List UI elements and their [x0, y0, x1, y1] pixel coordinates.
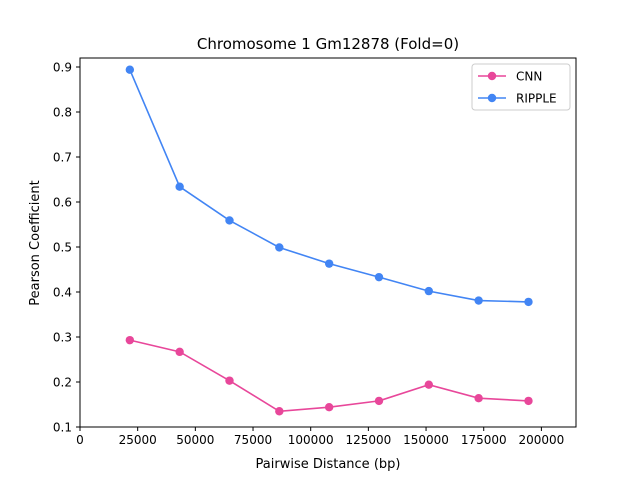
cnn-data-point — [125, 335, 135, 345]
axes-frame — [79, 57, 577, 428]
cnn-data-point — [474, 394, 483, 403]
x-tick-label: 125000 — [345, 433, 391, 447]
ripple-data-point — [125, 65, 135, 74]
y-tick-label: 0.2 — [53, 376, 72, 390]
y-tick-label: 0.6 — [53, 196, 72, 210]
cnn-data-point — [324, 403, 334, 412]
cnn-data-point — [524, 396, 533, 406]
y-axis-label: Pearson Coefficient — [28, 180, 43, 305]
x-tick-label: 200000 — [518, 433, 564, 447]
ripple-data-point — [225, 216, 234, 225]
y-tick-label: 0.4 — [53, 286, 72, 300]
x-tick-label: 100000 — [288, 433, 334, 447]
y-tick-label: 0.3 — [53, 331, 72, 345]
ripple-data-point — [524, 297, 533, 307]
cnn-legend-label: CNN — [516, 70, 542, 84]
y-tick-label: 0.5 — [53, 241, 72, 255]
cnn-legend-marker — [487, 71, 497, 81]
x-tick-label: 75000 — [234, 433, 272, 447]
x-tick-label: 25000 — [119, 433, 157, 447]
ripple-legend-label: RIPPLE — [516, 92, 557, 106]
y-tick-label: 0.1 — [53, 421, 72, 435]
y-tick-label: 0.8 — [53, 106, 72, 120]
cnn-data-point — [424, 380, 434, 389]
ripple-data-point — [275, 243, 284, 252]
x-tick-label: 150000 — [403, 433, 449, 447]
cnn-data-point — [225, 376, 234, 385]
x-axis-label: Pairwise Distance (bp) — [256, 457, 401, 472]
y-tick-label: 0.9 — [53, 61, 72, 75]
chart-title: Chromosome 1 Gm12878 (Fold=0) — [197, 35, 459, 53]
x-tick-label: 50000 — [176, 433, 214, 447]
y-tick-label: 0.7 — [53, 151, 72, 165]
ripple-data-point — [474, 296, 483, 305]
ripple-data-point — [324, 259, 334, 268]
x-tick-label: 0 — [76, 433, 84, 447]
cnn-data-point — [374, 396, 384, 406]
cnn-data-point — [175, 347, 184, 357]
x-axis: 0 25000 50000 75000 100000 125000 150000 175000… — [76, 427, 564, 447]
plot-area — [125, 65, 533, 416]
ripple-data-point — [374, 272, 384, 282]
ripple-legend-marker — [487, 93, 497, 103]
ripple-data-point — [175, 182, 184, 191]
ripple-data-point — [424, 286, 434, 296]
cnn-data-point — [275, 407, 284, 416]
y-axis: 0.1 0.2 0.3 0.4 0.5 0.6 0.7 0.8 0.9 — [53, 61, 80, 435]
legend: CNN RIPPLE — [471, 63, 571, 111]
x-tick-label: 175000 — [461, 433, 507, 447]
